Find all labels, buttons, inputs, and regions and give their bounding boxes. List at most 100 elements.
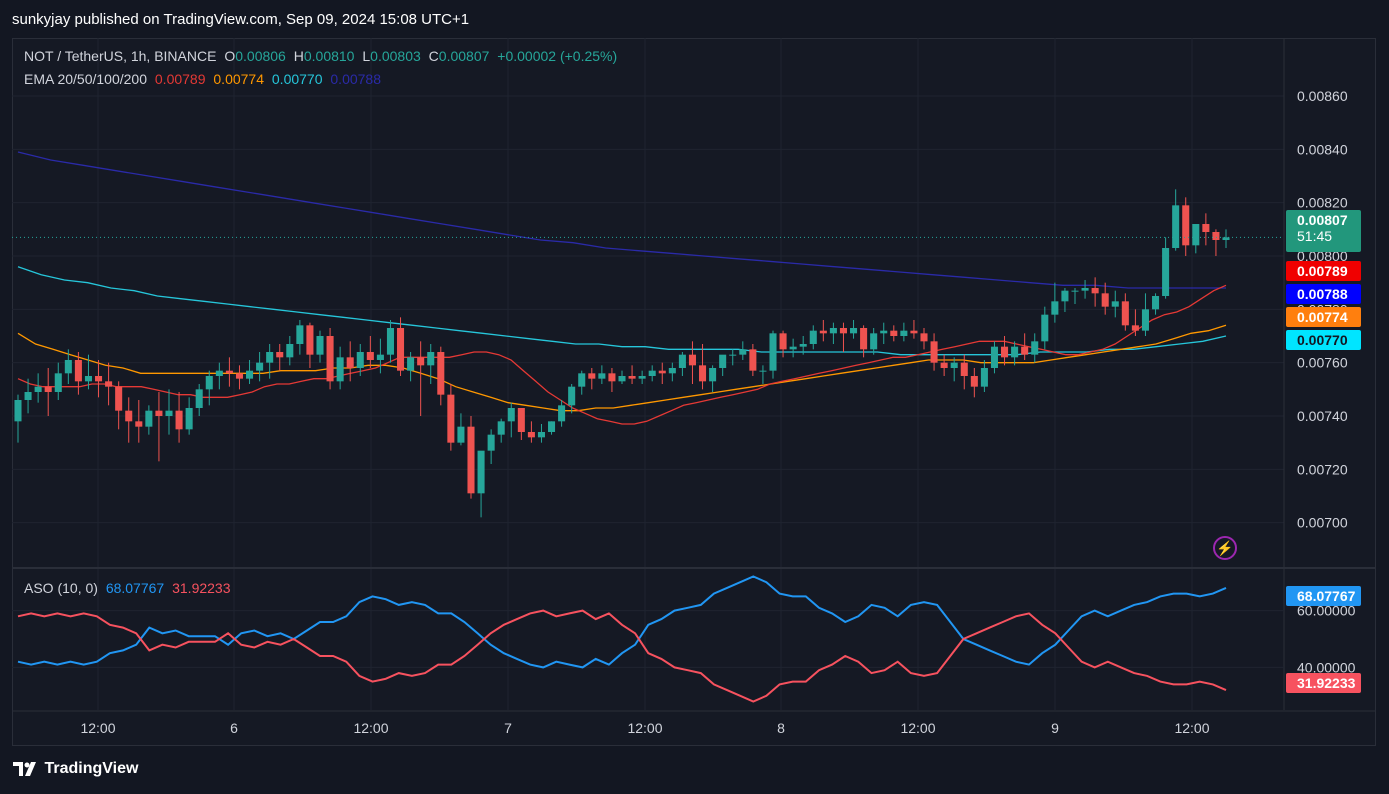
candle-down	[366, 352, 374, 360]
time-axis-label: 12:00	[80, 720, 115, 736]
candle-up	[809, 330, 817, 344]
footer-brand-text: TradingView	[44, 760, 139, 778]
candle-down	[960, 362, 968, 376]
price-axis-label: 0.00700	[1297, 515, 1348, 531]
candle-down	[1182, 205, 1190, 246]
chart-canvas[interactable]: 0.008600.008400.008200.008000.007800.007…	[12, 38, 1376, 746]
candle-down	[467, 426, 475, 494]
chart-frame	[12, 38, 1376, 746]
candle-down	[447, 394, 455, 443]
candle-up	[507, 408, 515, 422]
candle-up	[497, 421, 505, 435]
candle-up	[356, 352, 364, 368]
ema20-tag: 0.00789	[1286, 261, 1361, 281]
candle-up	[850, 328, 858, 334]
tradingview-logo-icon	[13, 762, 36, 776]
candle-up	[185, 408, 193, 430]
candle-up	[246, 370, 254, 379]
candle-down	[890, 330, 898, 336]
candle-up	[638, 376, 646, 379]
candle-down	[95, 376, 103, 382]
aso-axis-label: 60.00000	[1297, 603, 1356, 619]
candle-up	[1222, 237, 1230, 240]
candle-up	[1141, 309, 1149, 331]
candle-down	[346, 357, 354, 368]
candle-down	[1091, 288, 1099, 294]
price-axis-label: 0.00840	[1297, 141, 1348, 157]
candle-down	[1021, 346, 1029, 355]
candle-up	[316, 336, 324, 355]
candle-down	[970, 376, 978, 387]
candle-down	[910, 330, 918, 334]
candle-up	[548, 421, 556, 432]
candle-up	[678, 354, 686, 368]
candle-up	[870, 333, 878, 350]
aso-label[interactable]: ASO (10, 0)	[24, 580, 98, 596]
candle-up	[1051, 301, 1059, 315]
ema200-line	[17, 151, 1226, 289]
candle-down	[930, 341, 938, 363]
ema-label[interactable]: EMA 20/50/100/200	[24, 71, 147, 87]
high-label: H	[293, 48, 304, 64]
ema200-value: 0.00788	[330, 71, 381, 87]
candle-down	[155, 410, 163, 416]
footer-brand[interactable]: TradingView	[12, 760, 138, 778]
change-value: +0.00002 (+0.25%)	[497, 48, 618, 64]
candle-up	[296, 325, 304, 344]
price-tag: 0.00807 51:45	[1286, 210, 1361, 252]
candle-down	[860, 328, 868, 350]
candle-down	[306, 325, 314, 355]
candle-down	[1121, 301, 1129, 326]
ema50-value: 0.00774	[213, 71, 264, 87]
ema200-tag: 0.00788	[1286, 284, 1361, 304]
aso-bull-tag: 68.07767	[1286, 586, 1361, 606]
candle-down	[839, 328, 847, 334]
candle-up	[537, 432, 545, 438]
candle-up	[668, 368, 676, 374]
candle-up	[1011, 346, 1019, 358]
candle-up	[709, 368, 717, 382]
publisher-bar: sunkyjay published on TradingView.com, S…	[0, 0, 1389, 38]
lightning-bolt-icon[interactable]: ⚡	[1213, 536, 1237, 560]
candle-down	[437, 352, 445, 395]
price-tag-value: 0.00807	[1297, 212, 1348, 228]
time-axis-label: 12:00	[627, 720, 662, 736]
time-axis-label: 9	[1051, 720, 1059, 736]
candle-down	[74, 360, 82, 382]
price-axis-label: 0.00760	[1297, 355, 1348, 371]
candle-up	[880, 330, 888, 334]
candle-down	[658, 370, 666, 374]
candle-up	[980, 368, 988, 387]
ema20-value: 0.00789	[154, 71, 206, 87]
candle-down	[326, 336, 334, 382]
candle-up	[759, 370, 767, 372]
ema-legend: EMA 20/50/100/200 0.00789 0.00774 0.0077…	[24, 71, 385, 87]
candle-up	[54, 373, 62, 392]
publisher-line: sunkyjay published on TradingView.com, S…	[12, 11, 470, 28]
candle-up	[477, 450, 485, 494]
candle-up	[165, 410, 173, 416]
candle-up	[568, 386, 576, 406]
candle-down	[628, 376, 636, 379]
symbol-label[interactable]: NOT / TetherUS, 1h, BINANCE	[24, 48, 217, 64]
candle-up	[578, 373, 586, 387]
candle-up	[598, 373, 606, 379]
candle-down	[608, 373, 616, 382]
candle-up	[256, 362, 264, 371]
candle-up	[84, 376, 92, 382]
candle-down	[417, 357, 425, 366]
candle-up	[990, 346, 998, 368]
candle-up	[14, 400, 22, 422]
close-value: 0.00807	[438, 48, 490, 64]
time-axis-label: 12:00	[353, 720, 388, 736]
price-axis-label: 0.00720	[1297, 461, 1348, 477]
candle-up	[729, 354, 737, 356]
candle-down	[397, 328, 405, 371]
candle-up	[1162, 248, 1170, 296]
countdown-value: 51:45	[1297, 228, 1333, 244]
candle-up	[799, 344, 807, 347]
candle-down	[920, 333, 928, 342]
candle-down	[699, 365, 707, 382]
candle-up	[64, 360, 72, 374]
aso-bull-value: 68.07767	[105, 580, 165, 596]
